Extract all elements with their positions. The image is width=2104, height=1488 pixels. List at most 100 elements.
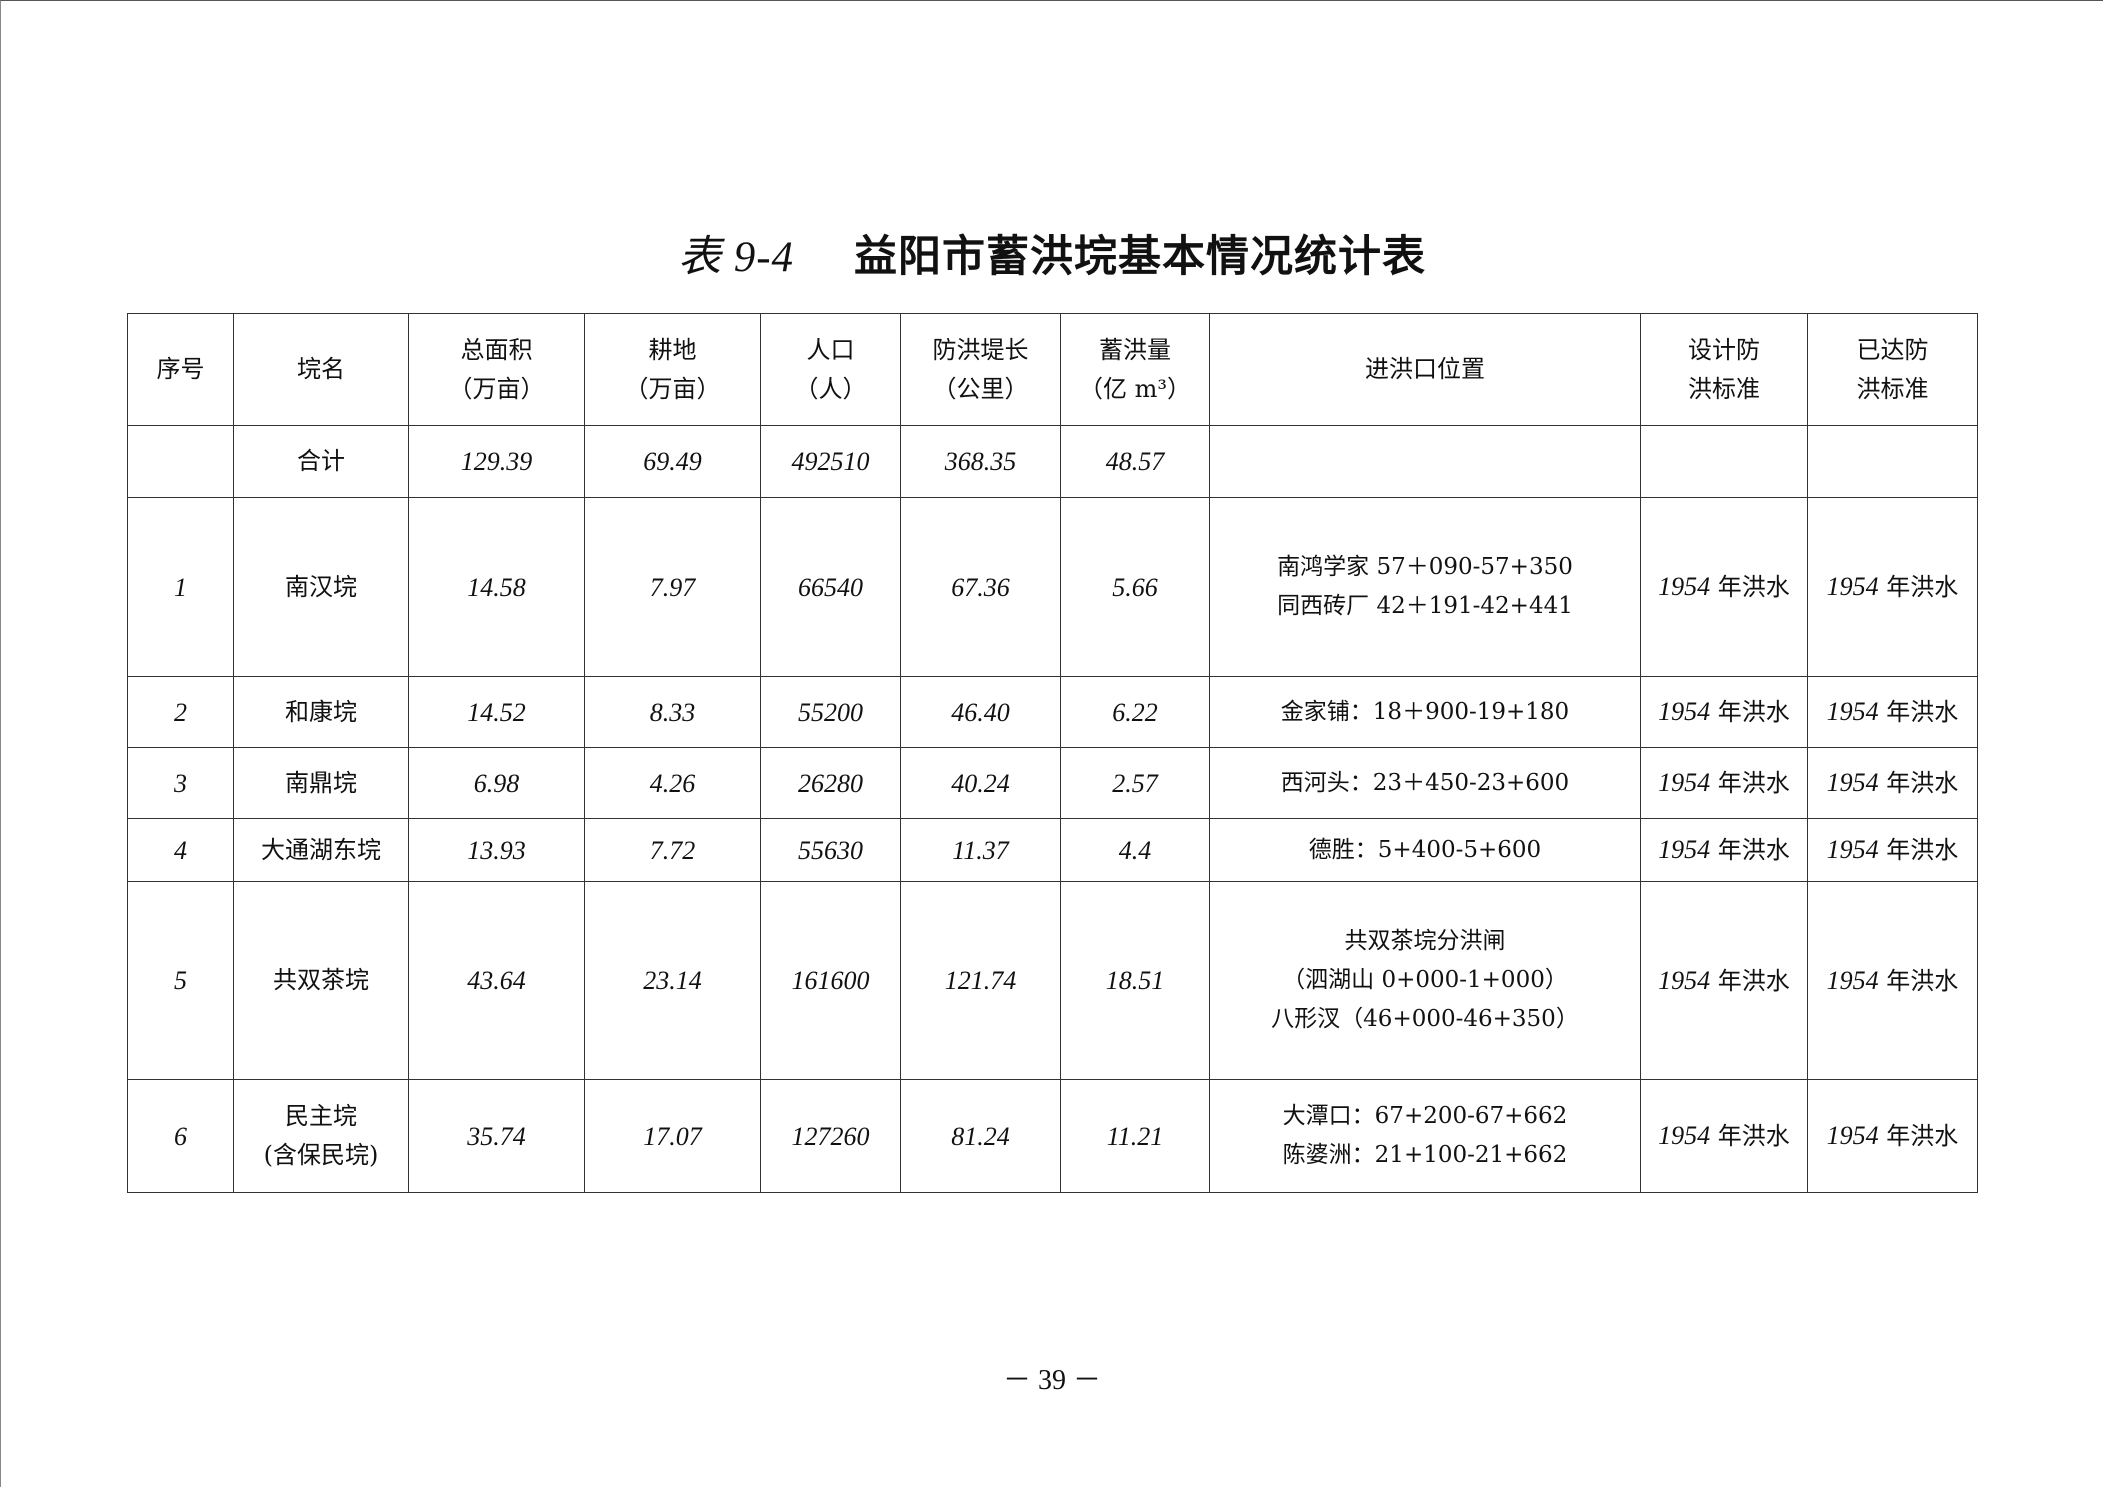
cell-farmland-line: 7.97	[649, 572, 696, 602]
cell-area-line: 14.58	[467, 572, 526, 602]
cell-storage: 5.66	[1060, 497, 1210, 677]
cell-area-line: 35.74	[467, 1121, 526, 1151]
cell-area-line: 13.93	[467, 835, 526, 865]
cell-inlet-line: 共双茶垸分洪闸	[1344, 928, 1506, 954]
cell-area-line: 43.64	[467, 966, 526, 995]
cell-population-line: 492510	[791, 447, 870, 476]
cell-levee: 40.24	[900, 747, 1061, 819]
column-header: 蓄洪量 （亿 m³）	[1060, 313, 1210, 426]
cell-population-line: 55630	[798, 835, 863, 865]
column-header-line: （万亩）	[624, 374, 721, 403]
cell-area: 43.64	[408, 881, 585, 1080]
column-header-line: 蓄洪量	[1099, 335, 1171, 364]
table-row: 6 民主垸 (含保民垸) 35.74 17.07 127260 81.24 11.21 大潭口：…	[127, 1079, 1978, 1193]
cell-population: 492510	[760, 425, 901, 498]
cell-no: 3	[127, 747, 234, 819]
cell-design: 1954 年洪水	[1640, 747, 1808, 819]
cell-population-line: 26280	[798, 768, 863, 798]
cell-inlet-line: 西河头：23＋450-23+600	[1280, 769, 1570, 796]
column-header: 设计防 洪标准	[1640, 313, 1808, 426]
cell-levee-line: 81.24	[951, 1121, 1010, 1151]
cell-inlet: 德胜：5+400-5+600	[1209, 818, 1641, 882]
cell-population-line: 55200	[798, 697, 863, 727]
cell-farmland: 23.14	[584, 881, 761, 1080]
cell-storage-line: 6.22	[1112, 697, 1158, 727]
cell-population: 26280	[760, 747, 901, 819]
cell-farmland-line: 4.26	[649, 768, 696, 798]
cell-inlet: 共双茶垸分洪闸 （泗湖山 0+000-1+000） 八形汊（46+000-46+35…	[1209, 881, 1641, 1080]
cell-design-line: 1954 年洪水	[1658, 768, 1790, 797]
cell-achieved: 1954 年洪水	[1807, 1079, 1978, 1193]
cell-name-line: 共双茶垸	[273, 966, 369, 994]
cell-design-line: 1954 年洪水	[1658, 965, 1790, 995]
column-header-line: 已达防	[1856, 335, 1929, 364]
cell-design: 1954 年洪水	[1640, 818, 1808, 882]
cell-inlet-line: （泗湖山 0+000-1+000）	[1282, 967, 1568, 993]
cell-area: 35.74	[408, 1079, 585, 1193]
cell-no-line: 5	[174, 966, 187, 995]
column-header-line: 洪标准	[1856, 374, 1929, 403]
cell-inlet-line: 南鸿学家 57＋090-57+350	[1277, 554, 1573, 580]
cell-achieved: 1954 年洪水	[1807, 747, 1978, 819]
column-header-line: 序号	[156, 355, 205, 383]
cell-no-line: 2	[174, 697, 187, 727]
cell-name-line: 南鼎垸	[285, 768, 357, 797]
cell-levee: 121.74	[900, 881, 1061, 1080]
cell-farmland-line: 8.33	[649, 697, 696, 727]
cell-achieved-line: 1954 年洪水	[1826, 572, 1959, 601]
cell-name: 合计	[233, 425, 409, 498]
cell-no: 1	[127, 497, 234, 677]
cell-farmland: 69.49	[584, 425, 761, 498]
cell-design: 1954 年洪水	[1640, 1079, 1808, 1193]
column-header-line: 洪标准	[1688, 374, 1760, 403]
cell-population: 161600	[760, 881, 901, 1080]
cell-farmland: 7.72	[584, 818, 761, 882]
cell-no-line: 1	[174, 572, 187, 602]
cell-area-line: 6.98	[473, 768, 520, 798]
cell-farmland-line: 7.72	[649, 835, 696, 865]
cell-name-line: (含保民垸)	[263, 1141, 379, 1169]
cell-design	[1640, 425, 1808, 498]
cell-storage-line: 48.57	[1105, 447, 1165, 476]
cell-achieved-line: 1954 年洪水	[1826, 1121, 1959, 1150]
cell-population-line: 127260	[791, 1121, 870, 1151]
cell-storage: 11.21	[1060, 1079, 1210, 1193]
cell-name: 南鼎垸	[233, 747, 409, 819]
header-row: 序号 垸名 总面积 （万亩） 耕地 （万亩） 人口 （人） 防洪堤长 （公里） 蓄洪量 （亿 m³） 进…	[127, 313, 1978, 426]
table-number: 表 9-4	[677, 234, 795, 281]
cell-population-line: 161600	[791, 966, 870, 995]
cell-levee-line: 46.40	[951, 697, 1010, 727]
cell-storage-line: 2.57	[1112, 768, 1158, 798]
cell-farmland-line: 69.49	[643, 447, 702, 476]
cell-no-line: 6	[174, 1121, 187, 1151]
cell-inlet-line: 陈婆洲：21+100-21+662	[1282, 1142, 1568, 1168]
column-header-line: 总面积	[460, 335, 533, 364]
table-row: 3 南鼎垸 6.98 4.26 26280 40.24 2.57 西河头：23＋450-23+…	[127, 747, 1978, 819]
cell-levee-line: 121.74	[944, 966, 1017, 995]
cell-inlet: 西河头：23＋450-23+600	[1209, 747, 1641, 819]
total-row: 合计 129.39 69.49 492510 368.35 48.57	[127, 425, 1978, 498]
cell-design: 1954 年洪水	[1640, 497, 1808, 677]
cell-farmland-line: 17.07	[643, 1121, 702, 1151]
column-header-line: （人）	[794, 374, 867, 403]
column-header: 人口 （人）	[760, 313, 901, 426]
cell-storage: 48.57	[1060, 425, 1210, 498]
cell-farmland: 7.97	[584, 497, 761, 677]
cell-name-line: 民主垸	[285, 1102, 357, 1130]
cell-design-line: 1954 年洪水	[1658, 1121, 1790, 1150]
cell-achieved-line: 1954 年洪水	[1826, 768, 1959, 797]
cell-design: 1954 年洪水	[1640, 881, 1808, 1080]
cell-inlet-line: 金家铺：18＋900-19+180	[1280, 698, 1570, 725]
cell-area: 13.93	[408, 818, 585, 882]
cell-levee-line: 40.24	[951, 768, 1010, 798]
cell-no: 4	[127, 818, 234, 882]
cell-no: 5	[127, 881, 234, 1080]
page-number: － 39 －	[1002, 1365, 1101, 1396]
cell-no	[127, 425, 234, 498]
cell-farmland: 17.07	[584, 1079, 761, 1193]
cell-inlet: 南鸿学家 57＋090-57+350 同西砖厂 42＋191-42+441	[1209, 497, 1641, 677]
cell-population: 66540	[760, 497, 901, 677]
cell-storage: 4.4	[1060, 818, 1210, 882]
cell-storage-line: 18.51	[1105, 966, 1165, 995]
